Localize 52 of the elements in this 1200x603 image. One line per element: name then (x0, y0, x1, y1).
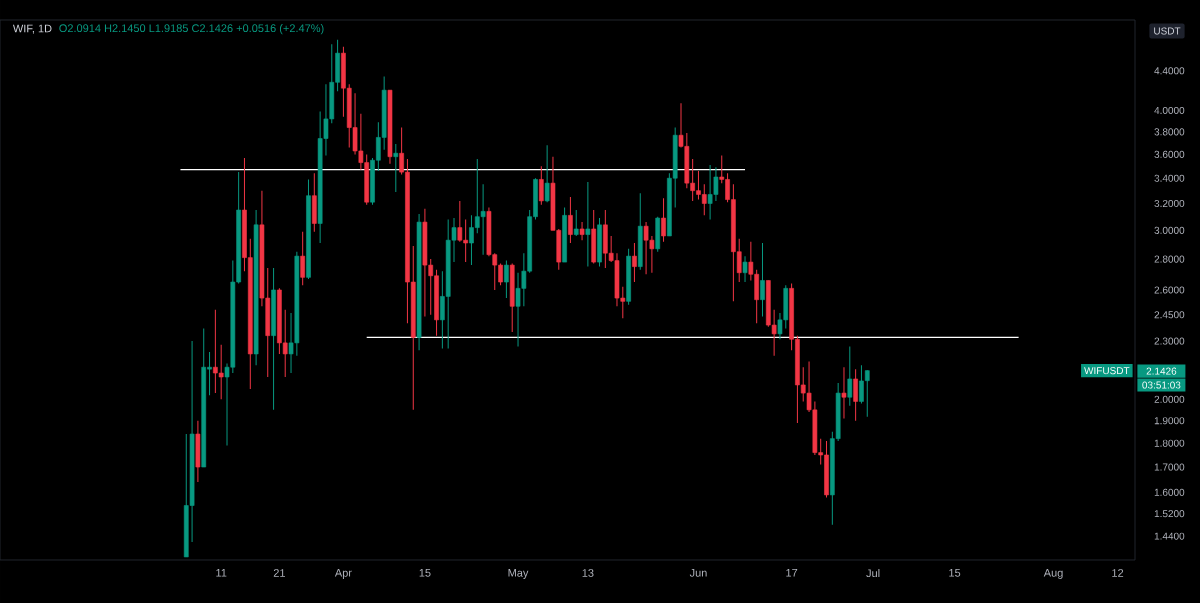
y-tick-label: 3.0000 (1154, 226, 1185, 234)
x-tick-label: 13 (582, 569, 594, 577)
y-tick-label: 1.7000 (1154, 463, 1185, 471)
y-tick-label: 4.0000 (1154, 106, 1185, 114)
y-tick-label: 2.8000 (1154, 255, 1185, 263)
x-tick-label: 17 (786, 569, 798, 577)
y-tick-label: 1.9000 (1154, 417, 1185, 425)
y-tick-label: 2.4500 (1154, 311, 1185, 319)
candlestick (573, 209, 579, 237)
y-tick-label: 3.4000 (1154, 174, 1185, 182)
candlestick (760, 242, 765, 317)
y-tick-label: 2.0000 (1154, 395, 1185, 403)
candlestick (538, 165, 544, 206)
candlestick (568, 196, 573, 244)
candlestick (632, 242, 637, 283)
y-tick-label: 1.8000 (1154, 439, 1185, 447)
y-tick-label: 1.5200 (1154, 510, 1185, 518)
y-axis-title: USDT (1154, 27, 1181, 35)
x-tick-label: 11 (216, 569, 227, 577)
candlestick (841, 366, 847, 420)
y-tick-label: 2.3000 (1154, 337, 1185, 345)
y-tick-label: 3.2000 (1154, 199, 1185, 208)
candlestick (742, 255, 748, 283)
candlestick (544, 144, 550, 203)
text: 2.1426 (1146, 367, 1177, 375)
y-tick-label: 1.6000 (1154, 488, 1185, 496)
x-tick-label: 12 (1112, 569, 1124, 577)
x-tick-label: May (508, 569, 529, 579)
y-tick-label: 4.4000 (1154, 67, 1185, 75)
x-tick-label: 15 (419, 569, 431, 577)
x-tick-label: 21 (273, 569, 285, 577)
candlestick (504, 260, 509, 299)
chart-title: WIF, 1D (12, 24, 52, 34)
y-tick-label: 2.6000 (1154, 286, 1185, 294)
candlestick (585, 181, 591, 268)
candlestick (579, 221, 585, 241)
candlestick (300, 231, 306, 286)
annotation: WIFUSDT (1084, 367, 1130, 375)
candlestick (853, 368, 858, 422)
candlestick (661, 197, 666, 243)
chart-subtitle: O2.0914 H2.1450 L1.9185 C2.1426 +0.0516 (+2.47%) (59, 24, 324, 35)
candlestick (393, 143, 399, 193)
x-tick-label: Apr (334, 569, 352, 579)
x-tick-label: Jul (866, 569, 880, 578)
x-tick-label: 15 (949, 569, 961, 577)
y-tick-label: 3.8000 (1154, 128, 1185, 136)
x-tick-label: Aug (1043, 569, 1063, 579)
candlestick (847, 346, 853, 407)
x-tick-label: Jun (689, 569, 707, 577)
y-tick-label: 1.4400 (1154, 532, 1185, 540)
text: 03:51:03 (1142, 381, 1181, 389)
y-tick-label: 3.6000 (1154, 150, 1185, 158)
